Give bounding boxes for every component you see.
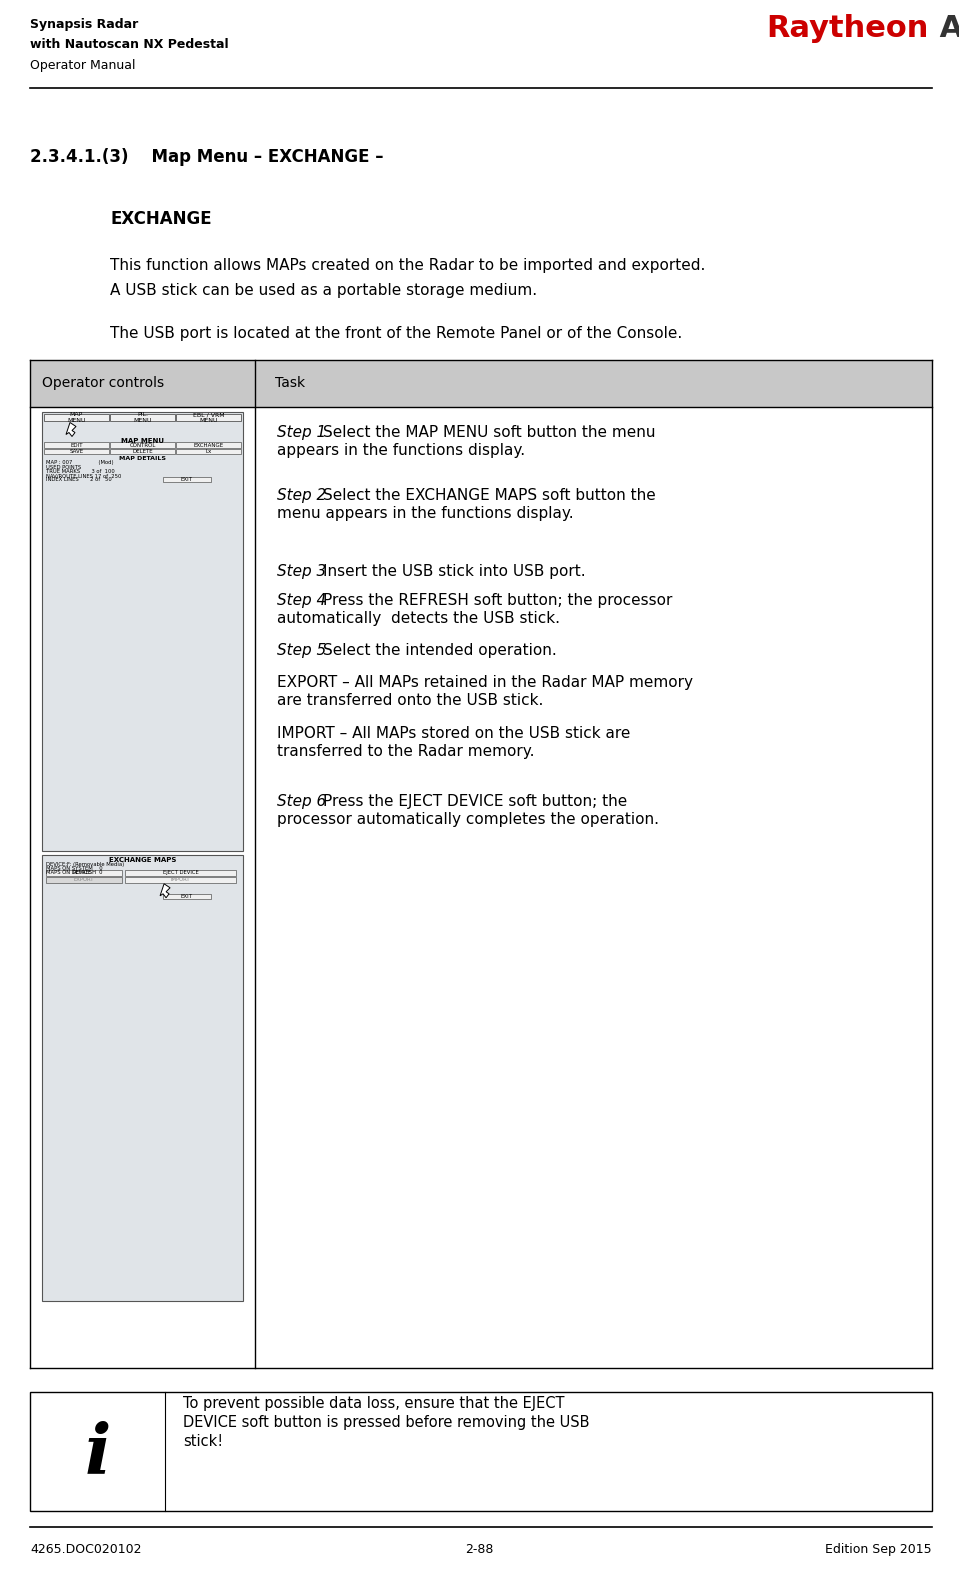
Text: IMPORT – All MAPs stored on the USB stick are: IMPORT – All MAPs stored on the USB stic… (277, 725, 630, 741)
Text: EXCHANGE: EXCHANGE (194, 442, 223, 447)
Text: MAPS ON SYSTEM    0: MAPS ON SYSTEM 0 (46, 866, 103, 870)
Bar (110, 449, 175, 455)
Bar (46, 877, 123, 883)
Text: Synapsis Radar: Synapsis Radar (30, 18, 138, 30)
Text: USED POINTS: USED POINTS (46, 465, 82, 469)
Bar (44, 449, 109, 455)
Bar (163, 894, 211, 899)
Text: Step 3: Step 3 (277, 563, 331, 579)
Text: Select the MAP MENU soft button the menu: Select the MAP MENU soft button the menu (323, 425, 656, 441)
Text: 4265.DOC020102: 4265.DOC020102 (30, 1543, 142, 1556)
Text: Operator Manual: Operator Manual (30, 59, 135, 72)
Text: MAP
MENU: MAP MENU (67, 412, 85, 423)
Text: menu appears in the functions display.: menu appears in the functions display. (277, 506, 573, 522)
Bar (110, 442, 175, 449)
Text: EBL / VRM
MENU: EBL / VRM MENU (193, 412, 224, 423)
Bar (30, 360, 932, 407)
Text: A USB stick can be used as a portable storage medium.: A USB stick can be used as a portable st… (110, 283, 537, 298)
Text: stick!: stick! (183, 1433, 223, 1449)
Text: EXPORT – All MAPs retained in the Radar MAP memory: EXPORT – All MAPs retained in the Radar … (277, 676, 693, 690)
Text: NAV/ROUTE LINES 17 of  250: NAV/ROUTE LINES 17 of 250 (46, 473, 122, 479)
Text: EXCHANGE: EXCHANGE (110, 210, 212, 228)
Text: Select the intended operation.: Select the intended operation. (323, 643, 557, 659)
Bar (42, 412, 243, 851)
Polygon shape (66, 423, 76, 436)
Text: INDEX LINES       2 of   50: INDEX LINES 2 of 50 (46, 477, 112, 482)
Bar (163, 477, 211, 482)
Text: 2.3.4.1.(3)    Map Menu – EXCHANGE –: 2.3.4.1.(3) Map Menu – EXCHANGE – (30, 148, 384, 165)
Text: EXCHANGE MAPS: EXCHANGE MAPS (108, 858, 176, 864)
Text: Step 1: Step 1 (277, 425, 331, 441)
Bar (44, 442, 109, 449)
Text: 2-88: 2-88 (465, 1543, 494, 1556)
Bar (30, 1392, 932, 1511)
Text: To prevent possible data loss, ensure that the EJECT: To prevent possible data loss, ensure th… (183, 1397, 565, 1411)
Text: DEVICE soft button is pressed before removing the USB: DEVICE soft button is pressed before rem… (183, 1414, 590, 1430)
Text: Task: Task (275, 377, 305, 390)
Text: IMPORT: IMPORT (171, 878, 191, 883)
Bar (126, 877, 236, 883)
Text: EXPORT: EXPORT (74, 878, 94, 883)
Bar (175, 449, 241, 455)
Text: EJECT DEVICE: EJECT DEVICE (163, 870, 199, 875)
Text: Step 6: Step 6 (277, 794, 331, 810)
Text: with Nautoscan NX Pedestal: with Nautoscan NX Pedestal (30, 38, 228, 51)
Text: DELETE: DELETE (132, 449, 152, 455)
Polygon shape (160, 883, 170, 897)
Text: Press the REFRESH soft button; the processor: Press the REFRESH soft button; the proce… (323, 593, 672, 608)
Text: EDIT: EDIT (70, 442, 82, 447)
Text: MAP MENU: MAP MENU (121, 439, 164, 444)
Text: Edition Sep 2015: Edition Sep 2015 (826, 1543, 932, 1556)
Text: processor automatically completes the operation.: processor automatically completes the op… (277, 813, 659, 827)
Text: CONTROL: CONTROL (129, 442, 155, 447)
Text: EXIT: EXIT (180, 894, 193, 899)
Text: EXIT: EXIT (180, 477, 193, 482)
Text: Anschütz: Anschütz (929, 14, 959, 43)
Text: Step 4: Step 4 (277, 593, 331, 608)
Text: Step 2: Step 2 (277, 488, 331, 503)
Text: MAP : 007                (Mod): MAP : 007 (Mod) (46, 460, 113, 466)
Text: TRUE MARKS       3 of  100: TRUE MARKS 3 of 100 (46, 469, 115, 474)
Bar (44, 414, 109, 422)
Bar (176, 414, 241, 422)
Text: The USB port is located at the front of the Remote Panel or of the Console.: The USB port is located at the front of … (110, 326, 682, 340)
Bar (42, 856, 243, 1301)
Text: Raytheon: Raytheon (766, 14, 929, 43)
Text: Press the EJECT DEVICE soft button; the: Press the EJECT DEVICE soft button; the (323, 794, 627, 810)
Text: transferred to the Radar memory.: transferred to the Radar memory. (277, 745, 534, 759)
Text: Step 5: Step 5 (277, 643, 331, 659)
Text: Operator controls: Operator controls (42, 377, 164, 390)
Text: MAP DETAILS: MAP DETAILS (119, 457, 166, 461)
Text: are transferred onto the USB stick.: are transferred onto the USB stick. (277, 694, 544, 708)
Text: Insert the USB stick into USB port.: Insert the USB stick into USB port. (323, 563, 586, 579)
Text: appears in the functions display.: appears in the functions display. (277, 444, 526, 458)
Text: MAPS ON DEVICE     0: MAPS ON DEVICE 0 (46, 870, 103, 875)
Text: DEVICE:F: (Removable Media): DEVICE:F: (Removable Media) (46, 862, 125, 867)
Bar (110, 414, 175, 422)
Text: This function allows MAPs created on the Radar to be imported and exported.: This function allows MAPs created on the… (110, 258, 706, 272)
Text: Select the EXCHANGE MAPS soft button the: Select the EXCHANGE MAPS soft button the (323, 488, 656, 503)
Bar (126, 870, 236, 875)
Text: i: i (84, 1421, 110, 1488)
Bar (175, 442, 241, 449)
Text: Lx: Lx (205, 449, 211, 455)
Text: SAVE: SAVE (70, 449, 83, 455)
Text: REFRESH: REFRESH (72, 870, 96, 875)
Text: automatically  detects the USB stick.: automatically detects the USB stick. (277, 611, 560, 625)
Bar (46, 870, 123, 875)
Text: PIL.
MENU: PIL. MENU (133, 412, 152, 423)
